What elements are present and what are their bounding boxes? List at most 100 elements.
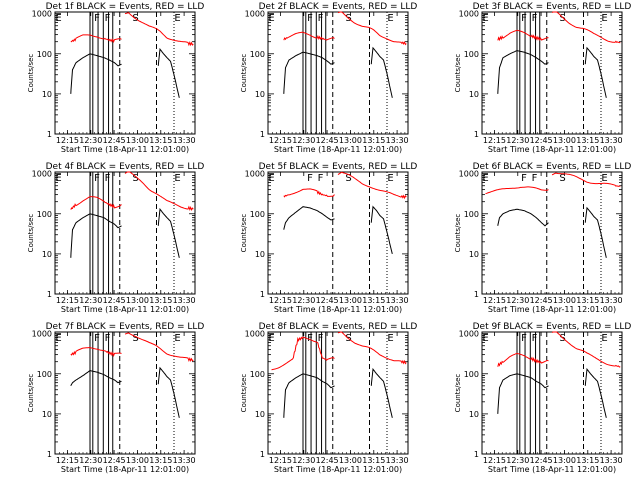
x-tick-label: 12:30	[79, 296, 102, 305]
x-tick-label: 12:30	[506, 136, 529, 145]
event-marker-label: E	[174, 173, 180, 184]
events-series-line	[283, 373, 335, 418]
y-tick-label: 100	[37, 210, 52, 219]
events-series-line	[157, 47, 180, 98]
events-series-line	[497, 208, 549, 227]
y-tick-label: 10	[42, 250, 52, 259]
y-axis-label: Counts/sec	[454, 374, 462, 413]
x-tick-label: 13:15	[576, 456, 599, 465]
events-series-line	[370, 46, 393, 98]
lld-series-line	[124, 171, 194, 212]
y-tick-label: 10	[255, 250, 265, 259]
events-series-line	[584, 367, 607, 418]
x-axis-label: Start Time (18-Apr-11 12:01:00)	[274, 305, 402, 314]
x-tick-label: 12:45	[316, 296, 339, 305]
y-axis-label: Counts/sec	[454, 54, 462, 93]
chart-panel: Det 6f BLACK = Events, RED = LLD 1 10 100 10…	[454, 162, 631, 314]
x-tick-label: 12:15	[269, 136, 292, 145]
event-marker-label: F	[307, 173, 313, 184]
x-tick-label: 12:15	[483, 296, 506, 305]
events-series-line	[584, 46, 607, 98]
event-marker-label: F	[318, 173, 324, 184]
x-tick-label: 13:00	[553, 456, 576, 465]
y-tick-label: 100	[464, 210, 479, 219]
y-tick-label: 100	[464, 370, 479, 379]
x-tick-label: 12:45	[103, 136, 126, 145]
y-axis-label: Counts/sec	[240, 374, 248, 413]
plot-frame	[267, 171, 409, 295]
y-tick-label: 1000	[32, 170, 52, 179]
event-marker-label: E	[601, 13, 607, 24]
chart-panel: Det 8f BLACK = Events, RED = LLD 1 10 100 10…	[240, 322, 417, 474]
events-series-line	[70, 53, 122, 94]
x-tick-label: 12:30	[292, 296, 315, 305]
lld-series-line	[337, 171, 407, 200]
event-marker-label: E	[174, 333, 180, 344]
x-tick-label: 13:00	[126, 456, 149, 465]
x-axis-label: Start Time (18-Apr-11 12:01:00)	[488, 305, 616, 314]
y-tick-label: 1	[474, 450, 479, 459]
x-tick-label: 13:15	[149, 456, 172, 465]
x-tick-label: 13:15	[576, 296, 599, 305]
x-tick-label: 12:45	[316, 456, 339, 465]
x-tick-label: 12:15	[56, 136, 79, 145]
x-tick-label: 12:45	[316, 136, 339, 145]
chart-title: Det 1f BLACK = Events, RED = LLD	[46, 2, 205, 12]
plot-frame	[267, 11, 409, 135]
lld-series-line	[124, 12, 194, 47]
x-tick-label: 12:30	[79, 136, 102, 145]
y-axis-label: Counts/sec	[27, 374, 35, 413]
event-marker-label: S	[132, 333, 138, 344]
event-marker-label: E	[387, 13, 393, 24]
chart-title: Det 9f BLACK = Events, RED = LLD	[473, 322, 632, 332]
lld-series-line	[337, 331, 407, 365]
y-tick-label: 10	[469, 90, 479, 99]
x-tick-label: 13:15	[362, 296, 385, 305]
y-tick-label: 1	[260, 450, 265, 459]
x-tick-label: 13:00	[126, 296, 149, 305]
event-marker-label: S	[132, 173, 138, 184]
x-axis-label: Start Time (18-Apr-11 12:01:00)	[274, 145, 402, 154]
events-series-line	[70, 213, 122, 258]
event-marker-label: F	[521, 333, 527, 344]
chart-title: Det 8f BLACK = Events, RED = LLD	[259, 322, 418, 332]
events-series-line	[370, 205, 393, 255]
event-marker-label: E	[482, 173, 488, 184]
event-marker-label: E	[601, 173, 607, 184]
y-tick-label: 100	[37, 370, 52, 379]
x-tick-label: 13:15	[362, 136, 385, 145]
y-tick-label: 1	[474, 290, 479, 299]
y-axis-label: Counts/sec	[27, 54, 35, 93]
y-tick-label: 100	[464, 50, 479, 59]
chart-title: Det 3f BLACK = Events, RED = LLD	[473, 2, 632, 12]
chart-title: Det 4f BLACK = Events, RED = LLD	[46, 162, 205, 172]
y-tick-label: 1000	[245, 330, 265, 339]
event-marker-label: E	[387, 173, 393, 184]
x-axis-label: Start Time (18-Apr-11 12:01:00)	[488, 145, 616, 154]
y-tick-label: 1000	[459, 330, 479, 339]
x-tick-label: 13:15	[576, 136, 599, 145]
chart-panel: Det 4f BLACK = Events, RED = LLD 1 10 100 10…	[27, 162, 204, 314]
y-tick-label: 1	[260, 290, 265, 299]
event-marker-label: E	[387, 333, 393, 344]
lld-series-line	[497, 29, 549, 42]
event-marker-label: F	[532, 13, 538, 24]
event-marker-label: F	[532, 173, 538, 184]
event-marker-label: F	[521, 173, 527, 184]
x-tick-label: 12:30	[292, 136, 315, 145]
event-marker-label: E	[55, 13, 61, 24]
y-tick-label: 1000	[32, 330, 52, 339]
event-marker-label: E	[601, 333, 607, 344]
plot-frame	[54, 331, 196, 455]
y-tick-label: 1000	[245, 170, 265, 179]
event-marker-label: F	[94, 333, 100, 344]
x-tick-label: 13:00	[339, 456, 362, 465]
x-axis-label: Start Time (18-Apr-11 12:01:00)	[61, 305, 189, 314]
lld-series-line	[283, 31, 335, 41]
x-axis-label: Start Time (18-Apr-11 12:01:00)	[61, 145, 189, 154]
event-marker-label: F	[94, 13, 100, 24]
chart-panel: Det 1f BLACK = Events, RED = LLD 1 10 100 10…	[27, 2, 204, 154]
lld-series-line	[271, 336, 335, 371]
chart-title: Det 7f BLACK = Events, RED = LLD	[46, 322, 205, 332]
